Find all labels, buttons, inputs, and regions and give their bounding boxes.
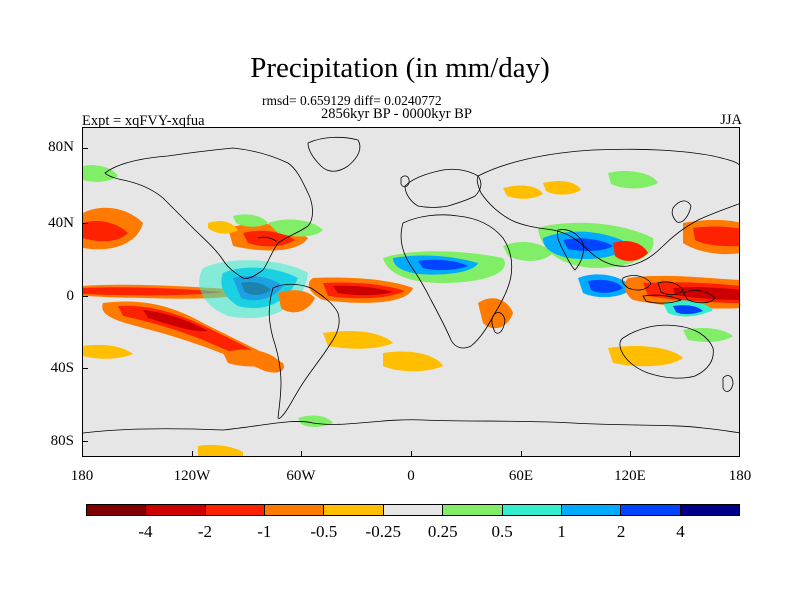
colorbar-swatch (146, 505, 206, 515)
continent-outlines (83, 136, 739, 434)
precipitation-map (82, 127, 740, 457)
season-label: JJA (720, 112, 742, 128)
lat-label-40n: 40N (48, 215, 74, 231)
colorbar-swatch (502, 505, 562, 515)
colorbar-label: -1 (257, 522, 272, 541)
lon-label-120e: 120E (614, 468, 646, 484)
lat-tick (82, 368, 88, 369)
lon-label-180e: 180 (728, 468, 752, 484)
colorbar-swatch (443, 505, 503, 515)
colorbar-label: 4 (676, 522, 685, 541)
map-svg (83, 136, 739, 456)
experiment-label: Expt = xqFVY-xqfua (82, 113, 205, 129)
lon-tick (630, 451, 631, 457)
lon-label-60w: 60W (286, 468, 316, 484)
colorbar-swatch (87, 505, 147, 515)
lat-label-40s: 40S (50, 360, 74, 376)
colorbar-label: -4 (138, 522, 153, 541)
colorbar-swatch (680, 505, 739, 515)
lat-label-80s: 80S (50, 433, 74, 449)
lon-tick (411, 451, 412, 457)
stats-line: rmsd= 0.659129 diff= 0.0240772 (262, 93, 442, 108)
colorbar-label: 1 (557, 522, 566, 541)
lat-tick (82, 296, 88, 297)
lon-label-60e: 60E (508, 468, 534, 484)
colorbar-label: 0.5 (491, 522, 513, 541)
colorbar-label: 0.25 (427, 522, 458, 541)
colorbar-swatch (265, 505, 325, 515)
lon-tick (521, 451, 522, 457)
colorbar-swatch (621, 505, 681, 515)
lat-tick (82, 223, 88, 224)
colorbar (86, 504, 740, 516)
lat-tick (82, 148, 88, 149)
colorbar-swatch (561, 505, 622, 515)
lat-label-0: 0 (66, 288, 75, 304)
colorbar-swatch (205, 505, 266, 515)
period-label: 2856kyr BP - 0000kyr BP (321, 106, 472, 122)
chart-title: Precipitation (in mm/day) (250, 52, 550, 84)
colorbar-label: 2 (616, 522, 626, 541)
colorbar-label: -2 (197, 522, 212, 541)
lon-tick (192, 451, 193, 457)
lat-tick (82, 441, 88, 442)
colorbar-swatch (383, 505, 444, 515)
anomaly-field (83, 165, 739, 456)
lon-label-120w: 120W (173, 468, 211, 484)
lon-label-0: 0 (407, 468, 415, 484)
lon-label-180w: 180 (70, 468, 94, 484)
colorbar-label: -0.25 (365, 522, 401, 541)
lon-tick (301, 451, 302, 457)
lat-label-80n: 80N (48, 139, 74, 155)
colorbar-swatch (324, 505, 384, 515)
colorbar-label: -0.5 (310, 522, 338, 541)
